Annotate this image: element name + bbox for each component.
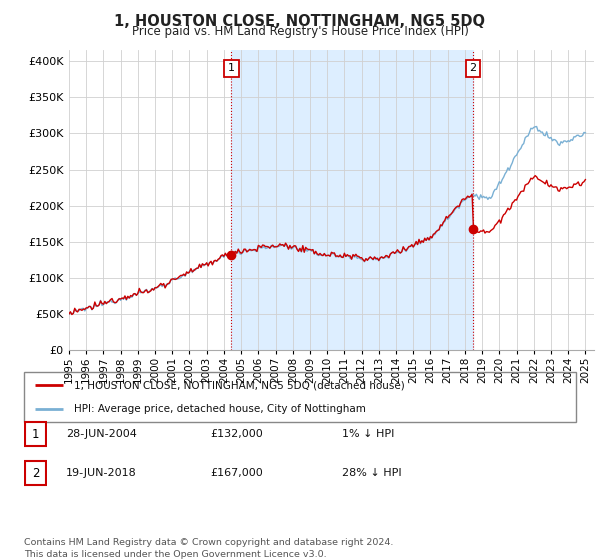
Text: Contains HM Land Registry data © Crown copyright and database right 2024.
This d: Contains HM Land Registry data © Crown c… — [24, 538, 394, 559]
Text: 28% ↓ HPI: 28% ↓ HPI — [342, 468, 401, 478]
FancyBboxPatch shape — [25, 461, 46, 486]
Text: 2: 2 — [32, 466, 39, 480]
Text: Price paid vs. HM Land Registry's House Price Index (HPI): Price paid vs. HM Land Registry's House … — [131, 25, 469, 38]
Text: HPI: Average price, detached house, City of Nottingham: HPI: Average price, detached house, City… — [74, 404, 365, 414]
Text: £132,000: £132,000 — [210, 429, 263, 439]
Text: 1, HOUSTON CLOSE, NOTTINGHAM, NG5 5DQ: 1, HOUSTON CLOSE, NOTTINGHAM, NG5 5DQ — [115, 14, 485, 29]
Bar — [231, 50, 473, 350]
FancyBboxPatch shape — [25, 422, 46, 446]
Text: 1% ↓ HPI: 1% ↓ HPI — [342, 429, 394, 439]
Text: 19-JUN-2018: 19-JUN-2018 — [66, 468, 137, 478]
Text: 1: 1 — [227, 63, 235, 73]
Text: 1: 1 — [32, 427, 39, 441]
Text: £167,000: £167,000 — [210, 468, 263, 478]
Text: 1, HOUSTON CLOSE, NOTTINGHAM, NG5 5DQ (detached house): 1, HOUSTON CLOSE, NOTTINGHAM, NG5 5DQ (d… — [74, 380, 404, 390]
Text: 2: 2 — [469, 63, 476, 73]
Text: 28-JUN-2004: 28-JUN-2004 — [66, 429, 137, 439]
